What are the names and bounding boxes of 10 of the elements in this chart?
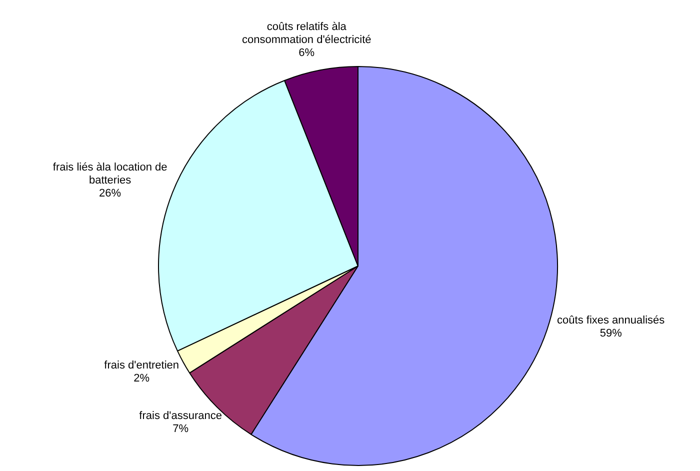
data-label: 2% [134, 372, 150, 385]
data-label: 6% [298, 47, 315, 60]
slice-label: frais liés àla location de batteries [52, 162, 168, 187]
data-label: 59% [600, 328, 622, 340]
slice-label: frais d'assurance [139, 410, 222, 422]
data-label: 7% [172, 422, 189, 435]
data-label: 26% [99, 188, 122, 200]
slice-label: coûts fixes annualisés [557, 314, 666, 327]
slice-label: coûts relatifs àla consommation d'électricité [242, 21, 372, 46]
slice-label: frais d'entretien [104, 360, 180, 372]
